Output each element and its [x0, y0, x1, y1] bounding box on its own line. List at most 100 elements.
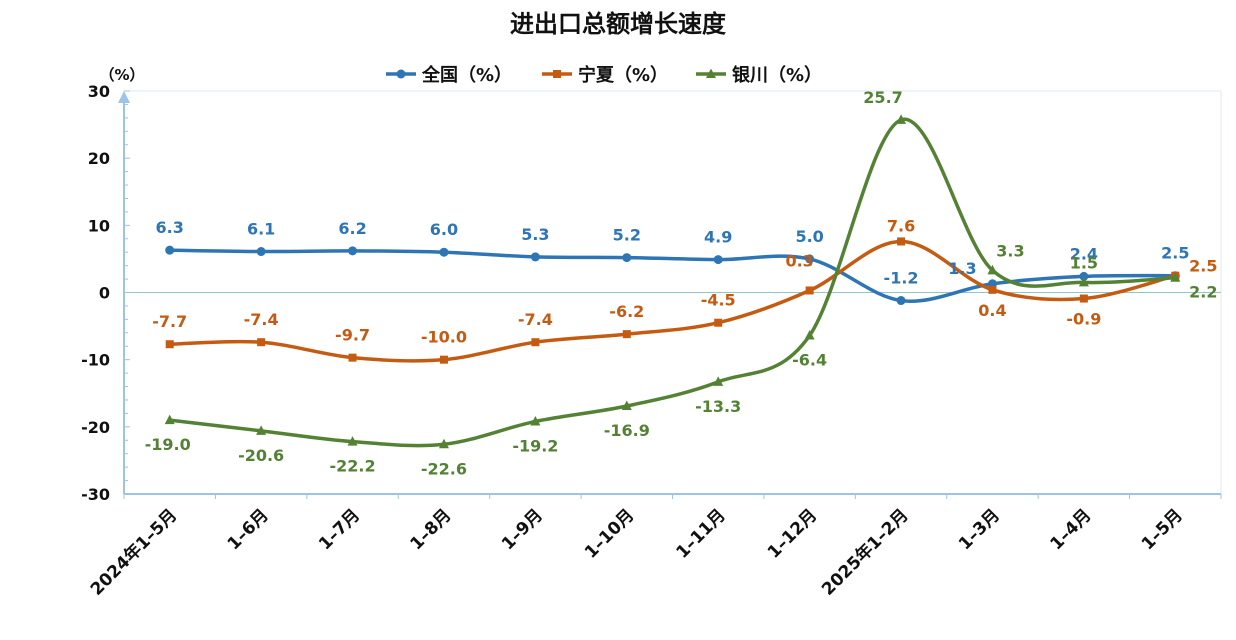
- data-label-yinchuan: -6.4: [792, 350, 827, 369]
- data-label-ningxia: 7.6: [887, 216, 915, 235]
- data-point-ningxia: [439, 355, 448, 364]
- y-tick-label: -10: [81, 351, 110, 370]
- data-label-national: 6.1: [247, 220, 275, 239]
- y-tick-label: 0: [99, 284, 110, 303]
- data-point-ningxia: [988, 285, 997, 294]
- data-label-yinchuan: 1.5: [1070, 253, 1098, 272]
- data-point-yinchuan: [347, 436, 358, 446]
- data-point-ningxia: [257, 338, 266, 347]
- data-point-ningxia: [805, 286, 814, 295]
- data-label-yinchuan: -19.0: [145, 435, 191, 454]
- x-tick-label: 1–10月: [581, 505, 638, 562]
- x-tick-label: 1–7月: [315, 505, 364, 554]
- y-unit-label: （%）: [99, 66, 144, 84]
- data-label-national: 2.4: [1070, 244, 1098, 263]
- data-label-ningxia: -4.5: [701, 291, 736, 310]
- data-label-yinchuan: -22.6: [421, 459, 467, 478]
- series-line-ningxia: [167, 239, 1178, 363]
- x-tick-label: 1–12月: [764, 505, 821, 562]
- data-labels-group: 6.3 6.1 6.2 6.0 5.3 5.2 4.9 5.0 -1.2 1.3 2.4 2.5 -7.…: [145, 88, 1218, 478]
- data-point-ningxia: [622, 330, 631, 339]
- data-point-ningxia: [714, 318, 723, 327]
- data-point-ningxia: [531, 338, 540, 347]
- x-tick-label: 1–5月: [1138, 505, 1187, 554]
- data-point-yinchuan: [713, 376, 724, 386]
- chart-title: 进出口总额增长速度: [510, 10, 727, 38]
- x-tick-label: 1–8月: [407, 505, 456, 554]
- y-tick-label: 10: [88, 216, 110, 235]
- data-label-ningxia: 0.3: [785, 251, 813, 270]
- data-label-national: 5.2: [613, 226, 641, 245]
- data-label-ningxia: 0.4: [978, 301, 1006, 320]
- data-point-yinchuan: [896, 114, 907, 124]
- data-point-national: [1079, 271, 1089, 281]
- y-tick-label: 20: [88, 149, 110, 168]
- data-point-national: [530, 252, 540, 262]
- y-axis-arrow: [118, 91, 130, 103]
- data-point-national: [896, 296, 906, 306]
- data-label-yinchuan: -19.2: [512, 436, 558, 455]
- data-label-ningxia: -7.4: [244, 310, 279, 329]
- legend-label-yinchuan: 银川（%）: [732, 64, 822, 86]
- data-label-yinchuan: -16.9: [604, 421, 650, 440]
- data-label-ningxia: -6.2: [609, 302, 644, 321]
- data-point-national: [348, 246, 358, 256]
- data-label-ningxia: -0.9: [1066, 310, 1101, 329]
- data-label-national: -1.2: [884, 269, 919, 288]
- data-label-yinchuan: 3.3: [996, 241, 1024, 260]
- data-point-yinchuan: [1170, 272, 1181, 282]
- data-label-yinchuan: -22.2: [329, 457, 375, 476]
- data-label-national: 2.5: [1161, 244, 1189, 263]
- data-label-ningxia: 2.5: [1189, 257, 1217, 276]
- data-label-ningxia: -7.7: [152, 312, 187, 331]
- legend-label-ningxia: 宁夏（%）: [578, 64, 668, 86]
- data-point-yinchuan: [1078, 276, 1089, 287]
- data-label-ningxia: -7.4: [518, 310, 553, 329]
- data-point-yinchuan: [164, 414, 175, 425]
- series-group: [164, 114, 1181, 449]
- x-tick-label: 1–11月: [672, 505, 729, 562]
- y-tick-label: -20: [81, 418, 110, 437]
- x-tick-label: 1–4月: [1046, 505, 1095, 554]
- x-tick-label: 1–9月: [498, 505, 547, 554]
- x-tick-label: 2025年1–2月: [817, 505, 912, 600]
- data-label-national: 6.2: [338, 219, 366, 238]
- data-label-national: 4.9: [704, 228, 732, 247]
- data-point-national: [713, 255, 723, 265]
- legend-marker-yinchuan: [706, 68, 716, 78]
- legend-marker-national: [396, 69, 406, 79]
- data-point-ningxia: [165, 340, 174, 349]
- y-tick-label: -30: [81, 485, 110, 504]
- data-point-national: [622, 253, 632, 263]
- x-tick-label: 1–3月: [955, 505, 1004, 554]
- data-label-national: 1.3: [948, 259, 976, 278]
- data-point-yinchuan: [438, 438, 449, 449]
- data-label-ningxia: -9.7: [335, 326, 370, 345]
- data-label-ningxia: -10.0: [421, 328, 467, 347]
- x-tick-label: 2024年1–5月: [86, 505, 181, 600]
- data-point-yinchuan: [530, 415, 541, 426]
- data-label-national: 6.0: [430, 220, 458, 239]
- data-point-yinchuan: [987, 264, 998, 275]
- data-label-yinchuan: -20.6: [238, 446, 284, 465]
- data-point-national: [256, 247, 266, 257]
- data-label-national: 6.3: [156, 218, 184, 237]
- data-label-national: 5.3: [521, 225, 549, 244]
- data-point-ningxia: [1079, 294, 1088, 303]
- legend-label-national: 全国（%）: [421, 64, 512, 86]
- data-point-yinchuan: [804, 329, 815, 340]
- legend-marker-ningxia: [553, 70, 561, 78]
- series-line-national: [167, 248, 1178, 303]
- data-label-national: 5.0: [795, 227, 823, 246]
- data-point-national: [439, 247, 449, 257]
- data-label-yinchuan: 2.2: [1189, 283, 1217, 302]
- x-tick-label: 1–6月: [224, 505, 273, 554]
- data-point-national: [165, 245, 175, 255]
- series-line-yinchuan: [167, 117, 1178, 448]
- legend: 全国（%） 宁夏（%） 银川（%）: [386, 64, 822, 86]
- data-point-ningxia: [348, 353, 357, 362]
- data-label-yinchuan: -13.3: [695, 397, 741, 416]
- data-point-ningxia: [897, 237, 906, 246]
- y-tick-label: 30: [88, 82, 110, 101]
